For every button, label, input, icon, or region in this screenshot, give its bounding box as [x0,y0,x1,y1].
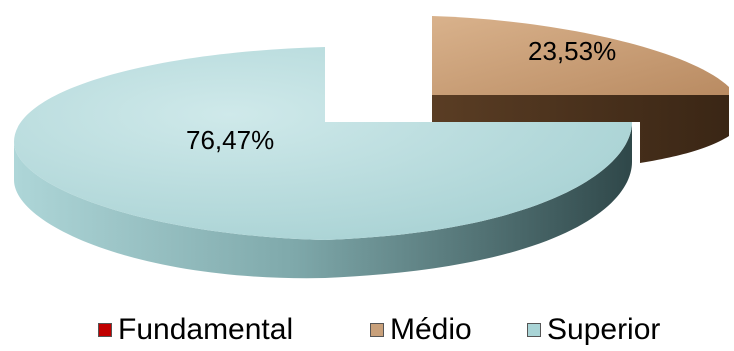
data-label-superior: 76,47% [186,125,274,155]
legend-swatch-superior [527,323,541,337]
legend-item-fundamental: Fundamental [98,312,293,348]
legend-label-medio: Médio [390,313,472,346]
legend-item-superior: Superior [527,312,660,348]
legend-swatch-medio [370,323,384,337]
legend: Fundamental Médio Superior [0,312,734,348]
data-label-medio: 23,53% [528,36,616,66]
pie-slice-medio [432,16,729,163]
pie-slice-superior [14,47,632,279]
legend-item-medio: Médio [370,312,472,348]
legend-label-superior: Superior [547,313,661,346]
legend-label-fundamental: Fundamental [118,313,294,346]
legend-swatch-fundamental [98,323,112,337]
